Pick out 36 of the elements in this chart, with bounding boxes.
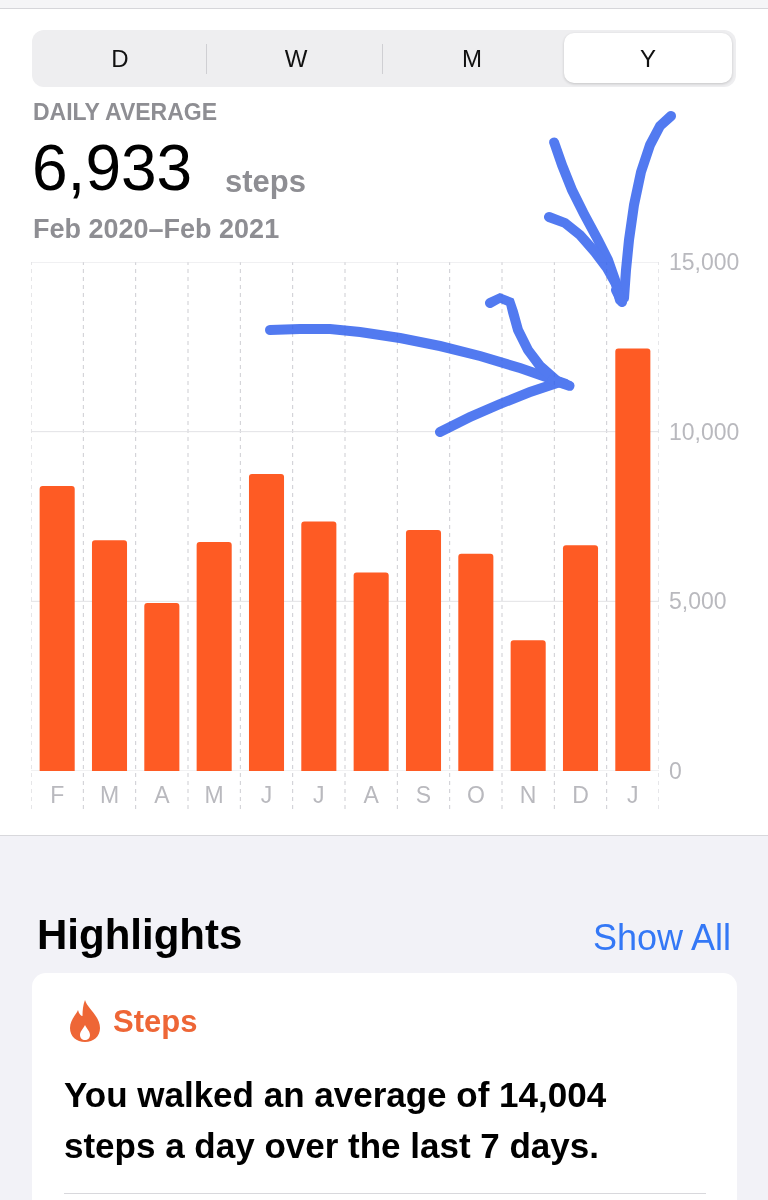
y-tick-label: 5,000 [669, 588, 727, 615]
bar [405, 530, 442, 771]
x-tick-label: A [363, 782, 380, 808]
x-tick-label: S [415, 782, 432, 808]
x-tick-label: J [627, 782, 639, 808]
x-tick-label: F [50, 782, 65, 808]
bar [39, 485, 75, 771]
text: Highlights [37, 910, 243, 960]
bar [248, 474, 285, 771]
x-tick-label: N [519, 782, 537, 808]
x-tick-label: M [99, 782, 120, 808]
card: Steps You walked an average of 14,004 steps a day over the last 7 days. [32, 973, 737, 1200]
bar [562, 545, 599, 771]
bar [353, 572, 389, 771]
bar [301, 521, 337, 771]
text: 6,933 [32, 131, 193, 206]
chart-subtitle: Feb 2020–Feb 2021 [33, 213, 280, 246]
x-tick-label: A [154, 782, 171, 808]
bar [615, 348, 651, 771]
y-tick-label: 10,000 [669, 418, 740, 445]
y-tick-label: 15,000 [669, 249, 740, 276]
bar [196, 541, 232, 771]
bar [510, 640, 546, 771]
text: Show All [592, 916, 731, 960]
bar [458, 553, 494, 771]
x-tick-label: O [466, 782, 485, 808]
y-tick-label: 0 [669, 758, 682, 785]
segmented-control: D W M Y [32, 30, 736, 87]
x-tick-label: M [204, 782, 224, 808]
chart-title: DAILY AVERAGE [33, 99, 218, 127]
x-tick-label: J [260, 782, 273, 808]
x-tick-label: J [313, 782, 325, 808]
bar [91, 540, 128, 771]
bar [144, 603, 180, 771]
x-tick-label: D [572, 782, 589, 808]
text: steps [225, 163, 306, 201]
